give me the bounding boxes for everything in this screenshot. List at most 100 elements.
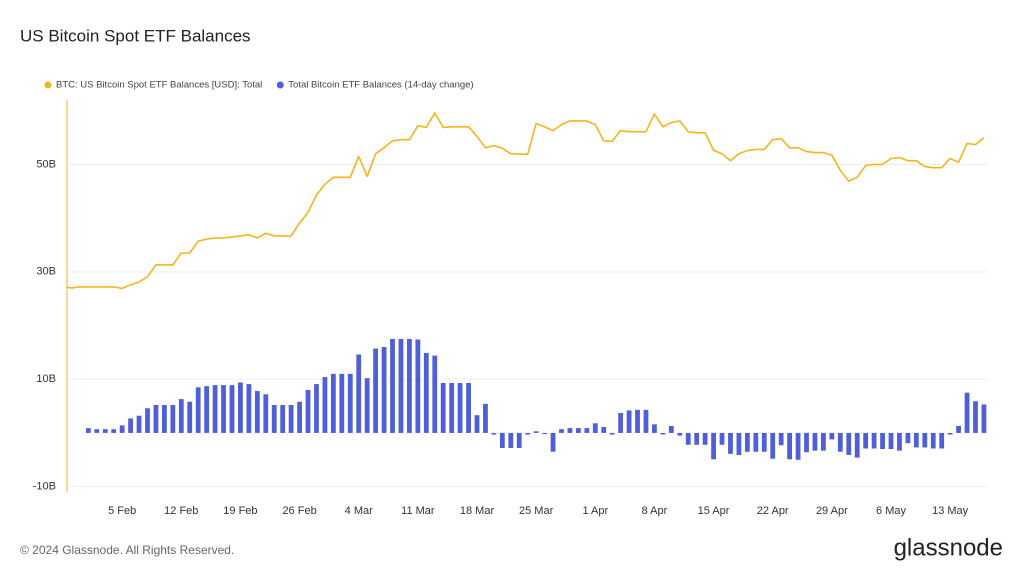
legend-marker	[44, 81, 52, 89]
bar	[491, 432, 497, 435]
bar	[939, 432, 945, 449]
bar	[888, 432, 894, 450]
legend-marker	[276, 81, 284, 89]
x-tick-label: 12 Feb	[164, 505, 198, 517]
bar	[204, 386, 210, 433]
bar	[812, 432, 818, 451]
bar	[128, 418, 133, 433]
bar	[212, 385, 218, 433]
bar	[964, 392, 970, 433]
x-tick-label: 29 Apr	[816, 505, 848, 517]
bar	[626, 410, 632, 433]
bar	[305, 389, 311, 433]
bar	[94, 429, 100, 433]
bar	[457, 382, 463, 433]
bar	[271, 405, 277, 433]
bar	[525, 432, 531, 435]
bar	[897, 432, 902, 451]
bar	[153, 405, 159, 433]
bar	[238, 382, 243, 433]
x-tick-label: 25 Mar	[519, 505, 554, 517]
bar	[423, 352, 429, 433]
bar	[905, 432, 911, 444]
bar	[136, 415, 142, 433]
bar	[677, 432, 683, 436]
bar	[483, 403, 488, 433]
bar	[592, 423, 598, 433]
bar	[263, 394, 269, 433]
x-tick-label: 5 Feb	[108, 505, 136, 517]
y-tick-label: 30B	[36, 266, 56, 278]
bar	[947, 432, 953, 435]
line	[67, 112, 985, 290]
bar	[913, 432, 919, 448]
bar	[711, 432, 716, 460]
brand-logo: glassnode	[894, 534, 1003, 561]
x-tick-label: 13 May	[932, 505, 969, 517]
bar	[863, 432, 869, 449]
bar	[314, 384, 319, 433]
bar	[559, 429, 564, 433]
bar	[440, 382, 446, 433]
bar	[694, 432, 700, 445]
bar	[753, 432, 759, 452]
chart-title: US Bitcoin Spot ETF Balances	[20, 26, 251, 45]
x-tick-label: 4 Mar	[345, 505, 373, 517]
bar	[322, 377, 328, 433]
bar	[356, 354, 362, 433]
bar	[601, 427, 607, 433]
bar	[102, 429, 108, 433]
x-tick-label: 15 Apr	[698, 505, 730, 517]
bar	[178, 399, 184, 433]
x-tick-label: 18 Mar	[460, 505, 495, 517]
bar	[119, 425, 125, 433]
bar	[280, 405, 286, 433]
bar	[499, 432, 505, 448]
x-tick-label: 8 Apr	[642, 505, 668, 517]
bar	[170, 405, 176, 433]
bar	[567, 428, 573, 433]
bar	[533, 431, 539, 433]
bar	[584, 428, 590, 433]
bar	[449, 382, 455, 433]
bar	[575, 428, 581, 433]
bar	[550, 432, 556, 452]
bar	[398, 338, 404, 433]
bar	[668, 425, 674, 433]
legend-label: Total Bitcoin ETF Balances (14-day chang…	[288, 80, 473, 91]
bar	[956, 425, 961, 433]
bar	[761, 432, 767, 452]
bar	[195, 387, 201, 433]
x-tick-label: 19 Feb	[223, 505, 257, 517]
bar	[643, 409, 649, 433]
y-tick-label: -10B	[33, 481, 56, 493]
bar	[787, 432, 793, 460]
bar	[854, 432, 860, 458]
bar	[85, 428, 91, 433]
bar	[728, 432, 733, 454]
bar	[804, 432, 809, 453]
bar	[432, 355, 438, 433]
bar	[347, 373, 353, 433]
bar	[542, 432, 547, 435]
bar	[415, 339, 421, 433]
bar	[778, 432, 784, 446]
bar	[466, 382, 471, 433]
bar	[508, 432, 514, 448]
bar	[339, 373, 345, 433]
bar	[516, 432, 522, 448]
bar	[187, 401, 193, 433]
bar	[161, 405, 167, 433]
bar	[795, 432, 801, 460]
bar	[821, 432, 826, 451]
bar	[111, 429, 117, 433]
bar	[145, 408, 150, 433]
bar	[288, 405, 294, 433]
bar	[254, 391, 260, 433]
bar	[297, 401, 302, 433]
bar	[246, 384, 252, 433]
bar	[880, 432, 885, 450]
bar	[685, 432, 691, 445]
y-tick-label: 50B	[36, 158, 56, 170]
